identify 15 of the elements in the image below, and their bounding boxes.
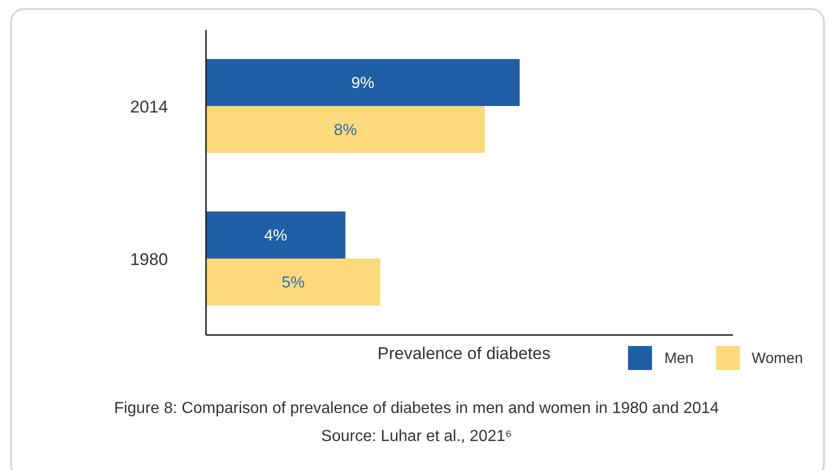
bar <box>206 258 380 306</box>
bar <box>206 106 485 153</box>
data-label: 5% <box>282 274 305 292</box>
y-tick-label: 1980 <box>130 250 168 269</box>
bar <box>206 58 520 106</box>
data-label: 8% <box>334 122 357 140</box>
source-note: Source: Luhar et al., 2021⁶ <box>320 428 513 446</box>
legend-label: Men <box>664 350 694 366</box>
y-tick-label: 2014 <box>130 97 168 116</box>
data-label: 9% <box>351 75 374 92</box>
text: Figure 8: Comparison of prevalence of diabetes in men and women in 1980 and 2014 <box>113 400 720 418</box>
data-label: 4% <box>264 228 288 245</box>
x-axis-title: Prevalence of diabetes <box>378 344 550 363</box>
bar <box>206 211 346 258</box>
legend-label: Women <box>752 350 803 366</box>
